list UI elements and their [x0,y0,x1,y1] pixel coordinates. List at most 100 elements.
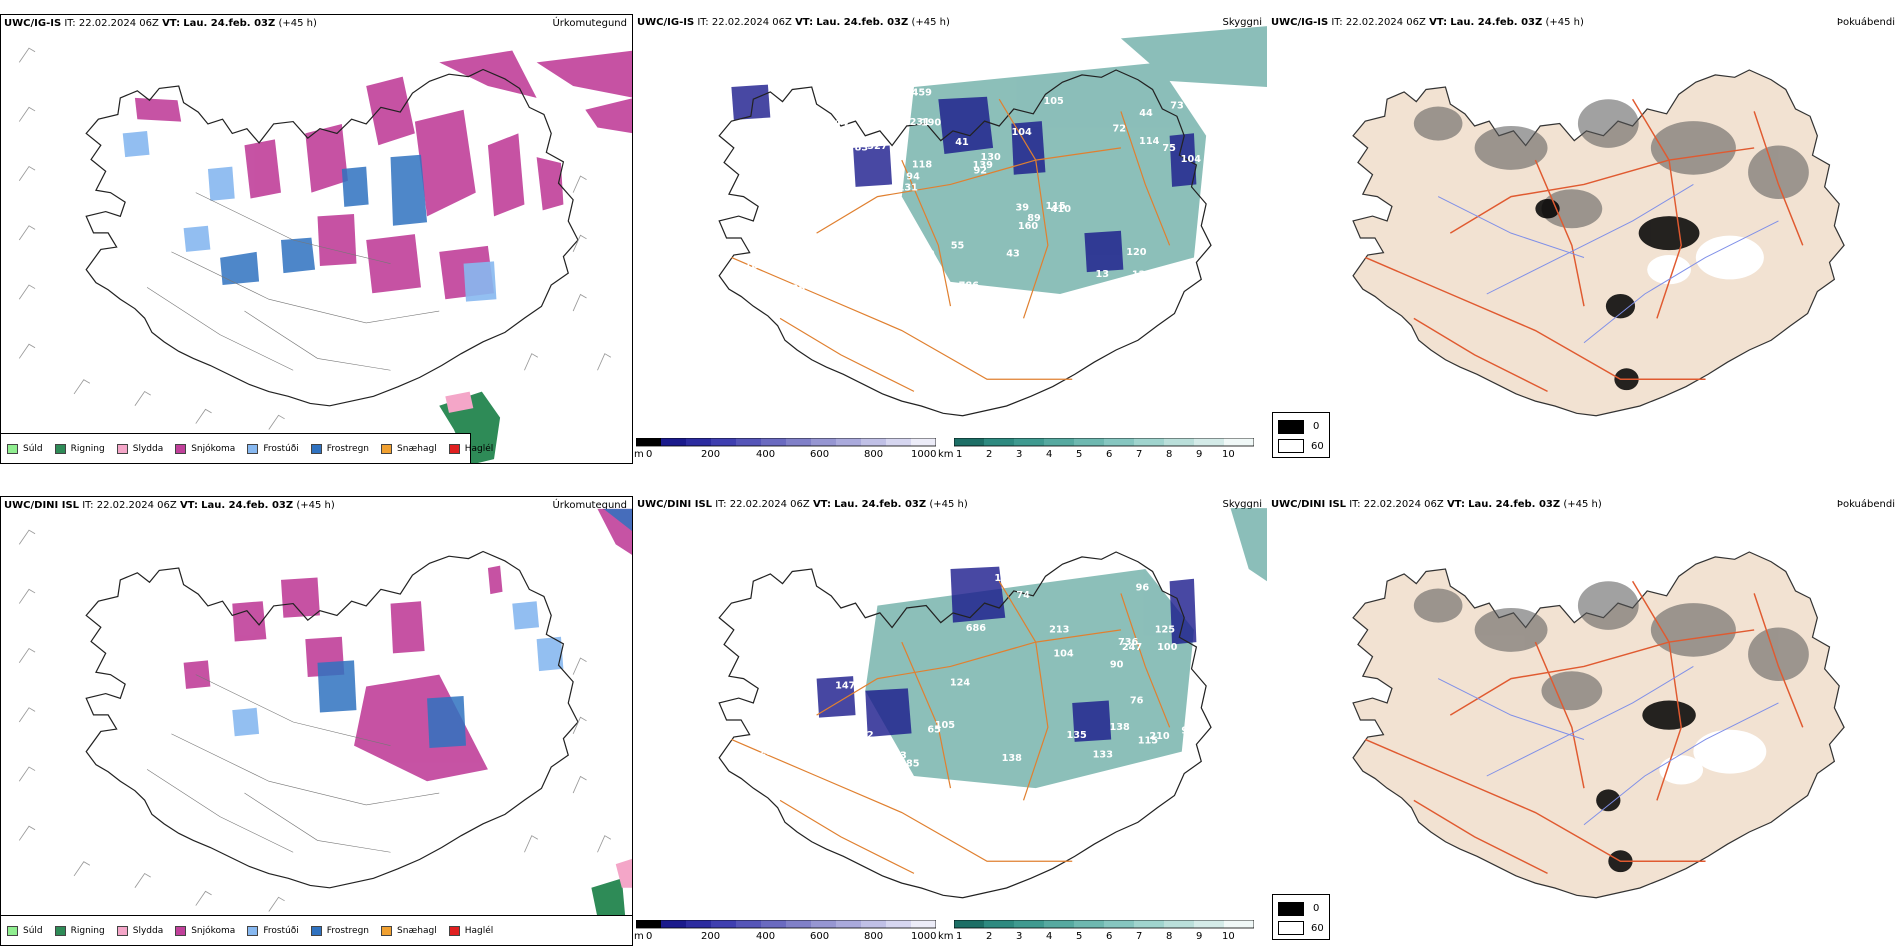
legend-item: Haglél [448,925,493,936]
legend-item: Rigning [54,443,105,454]
colorbar-m-strip [635,919,937,929]
precip-type-legend: Súld Rigning Slydda Snjókoma Frostúði Fr… [1,433,493,463]
visibility-value-label: 67 [770,115,784,126]
visibility-value-label: 118 [912,160,933,171]
colorbar-m: m 0 200 400 600 800 1000 [634,437,937,464]
visibility-value-label: 192 [786,273,806,284]
legend-item: Snjókoma [175,925,235,936]
visibility-value-label: 105 [935,720,956,731]
visibility-value-label: 83 [763,161,777,172]
visibility-panel-top: UWC/IG-IS IT: 22.02.2024 06Z VT: Lau. 24… [634,14,1267,464]
legend-item: Slydda [116,925,163,936]
visibility-value-label: 39 [1016,203,1030,214]
visibility-value-label: 357 [747,609,767,620]
legend-item: Snæhagl [381,443,437,454]
visibility-value-label: 147 [831,227,851,238]
colorbar-tick: 800 [864,931,884,942]
visibility-value-label: 105 [1044,96,1065,107]
colorbar-tick: 2 [986,931,993,942]
colorbar-tick: 1000 [911,931,937,942]
visibility-value-label: 685 [899,759,920,770]
visibility-map: 120 83 44 131 104 192 231 41 242 327 182 179 190 130 4… [718,26,1267,417]
visibility-value-label: 140 [914,249,935,260]
colorbar-tick: 400 [756,931,776,942]
colorbar-tick: 1 [956,449,963,460]
visibility-value-label: 75 [1162,143,1176,154]
visibility-panel-bottom: UWC/DINI ISL IT: 22.02.2024 06Z VT: Lau.… [634,496,1267,946]
visibility-value-label: 41 [955,137,969,148]
panel-kind-label: Úrkomutegund [552,500,627,511]
visibility-value-label: 736 [1118,637,1139,648]
visibility-value-label: 210 [1149,731,1170,742]
precip-type-panel-bottom: UWC/DINI ISL IT: 22.02.2024 06Z VT: Lau.… [0,496,633,946]
colorbar-tick: 6 [1106,449,1113,460]
visibility-value-label: 72 [1113,123,1127,134]
colorbar-tick: 1 [956,931,963,942]
legend-item: Frostúði [247,925,299,936]
fog-legend-value: 0 [1313,903,1320,914]
visibility-value-label: 130 [980,152,1001,163]
visibility-value-label: 104 [1181,154,1202,165]
visibility-value-label: 52 [860,730,874,741]
fog-legend-swatch-black [1278,420,1304,434]
colorbar-tick: 800 [864,449,884,460]
colorbar-m-strip [635,437,937,447]
colorbar-tick: 600 [810,449,830,460]
colorbar-tick: 7 [1136,449,1143,460]
visibility-value-label: 76 [1130,696,1144,707]
visibility-value-label: 120 [1132,269,1153,280]
visibility-value-label: 125 [1155,624,1176,635]
visibility-value-label: 231 [910,117,931,128]
colorbar-km-strip [953,919,1255,929]
colorbar-tick: 5 [1076,931,1083,942]
legend-item: Rigning [54,925,105,936]
visibility-value-label: 131 [898,183,919,194]
visibility-value-label: 213 [1049,625,1069,636]
colorbar-tick: 400 [756,449,776,460]
visibility-value-label: 54 [806,150,820,161]
visibility-value-label: 114 [1139,136,1160,147]
visibility-value-label: 110 [864,761,885,772]
colorbar-tick: 9 [1196,449,1203,460]
colorbar-tick: 5 [1076,449,1083,460]
precip-type-map [18,47,632,463]
visibility-value-label: 115 [1045,201,1066,212]
fog-panel-top: UWC/IG-IS IT: 22.02.2024 06Z VT: Lau. 24… [1268,14,1900,464]
fog-legend-value: 60 [1311,923,1324,934]
visibility-value-label: 89 [1027,213,1041,224]
visibility-value-label: 244 [828,118,849,129]
visibility-value-label: 152 [746,280,766,291]
visibility-value-label: 686 [966,623,987,634]
panel-kind-label: Þokuábendi [1836,499,1895,510]
visibility-value-label: 107 [766,679,786,690]
visibility-value-label: 90 [1110,659,1124,670]
visibility-map: 138 125 210 686 286 862 736 52 96 12 100 357 90 685 27… [718,508,1267,899]
visibility-value-label: 786 [959,281,980,292]
legend-item: Súld [7,443,43,454]
visibility-value-label: 247 [1122,642,1142,653]
colorbar-unit: m [634,931,644,942]
visibility-value-label: 138 [1002,753,1023,764]
legend-item: Haglél [448,443,493,454]
precip-type-panel-top: UWC/IG-IS IT: 22.02.2024 06Z VT: Lau. 24… [0,14,633,464]
colorbar-tick: 0 [646,449,653,460]
colorbar-tick: 4 [1046,449,1053,460]
colorbar-tick: 8 [1166,931,1173,942]
panel-header: UWC/IG-IS IT: 22.02.2024 06Z VT: Lau. 24… [1271,17,1584,28]
colorbar-tick: 9 [1196,931,1203,942]
legend-item: Frostúði [247,443,299,454]
legend-item: Snæhagl [381,925,437,936]
fog-map [1352,69,1845,417]
visibility-value-label: 73 [1170,101,1184,112]
visibility-value-label: 74 [1016,590,1030,601]
visibility-value-label: 94 [906,171,920,182]
visibility-value-label: 98 [1181,726,1195,737]
colorbar-tick: 10 [1222,449,1235,460]
panel-header: UWC/DINI ISL IT: 22.02.2024 06Z VT: Lau.… [637,499,968,510]
visibility-value-label: 116 [799,599,820,610]
legend-item: Frostregn [310,925,369,936]
panel-header: UWC/IG-IS IT: 22.02.2024 06Z VT: Lau. 24… [4,18,317,29]
visibility-value-label: 92 [974,166,988,177]
visibility-value-label: 109 [758,676,779,687]
legend-item: Slydda [116,443,163,454]
